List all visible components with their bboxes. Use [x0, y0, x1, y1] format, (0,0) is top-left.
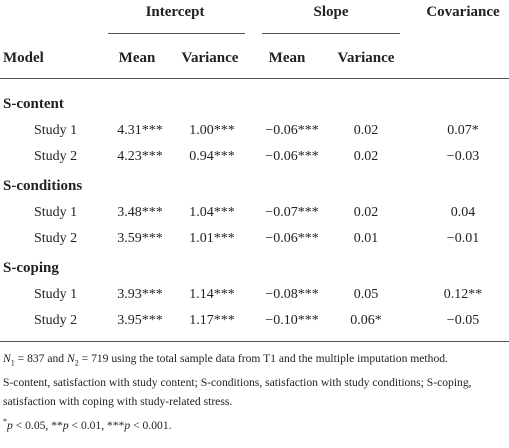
cell: −0.07***: [265, 205, 319, 220]
cell: 0.06*: [350, 313, 382, 328]
note-part: p: [124, 418, 131, 432]
note: *p < 0.05, **p < 0.01, ***p < 0.001.: [3, 412, 506, 435]
group-header: Slope: [313, 4, 349, 20]
row-label: Study 2: [34, 149, 78, 164]
cell: 1.17***: [189, 313, 235, 328]
cell: 0.05: [353, 287, 379, 302]
note: S-content, satisfaction with study conte…: [3, 375, 472, 409]
row-label: Study 1: [34, 287, 78, 302]
section-label: S-conditions: [3, 178, 83, 194]
column-header: Mean: [268, 50, 306, 66]
section-label: S-content: [3, 96, 64, 112]
cell: 0.02: [353, 123, 379, 138]
cell: −0.05: [446, 313, 480, 328]
row-label: Study 2: [34, 231, 78, 246]
cell: 3.93***: [117, 287, 163, 302]
cell: 3.95***: [117, 313, 163, 328]
cell: 0.94***: [189, 149, 235, 164]
cell: 0.02: [353, 149, 379, 164]
cell: 0.07*: [447, 123, 479, 138]
column-header: Variance: [337, 50, 395, 66]
cell: 0.04: [450, 205, 476, 220]
row-label: Study 1: [34, 205, 78, 220]
cell: 4.31***: [117, 123, 163, 138]
note-part: 1: [10, 358, 15, 368]
note-part: p: [62, 418, 69, 432]
header-rule: [0, 78, 509, 79]
section-label: S-coping: [3, 260, 59, 276]
cell: 3.48***: [117, 205, 163, 220]
cell: 1.00***: [189, 123, 235, 138]
note-part: < 0.01, ***: [68, 418, 125, 432]
cell: −0.03: [446, 149, 480, 164]
cell: 1.14***: [189, 287, 235, 302]
cell: 0.02: [353, 205, 379, 220]
note-part: N: [3, 352, 11, 365]
row-label: Study 1: [34, 123, 78, 138]
cell: 0.12**: [443, 287, 483, 302]
note-part: *: [3, 416, 7, 426]
group-rule: [108, 33, 245, 34]
note-part: = 719 using the total sample data from T…: [78, 352, 448, 365]
group-header: Covariance: [426, 4, 500, 20]
bottom-rule: [0, 341, 509, 342]
cell: −0.08***: [265, 287, 319, 302]
note: N1 = 837 and N2 = 719 using the total sa…: [3, 349, 506, 373]
group-rule: [262, 33, 400, 34]
table-notes: N1 = 837 and N2 = 719 using the total sa…: [3, 349, 506, 435]
note-part: p: [7, 418, 13, 432]
group-header: Intercept: [145, 4, 205, 20]
cell: −0.06***: [265, 149, 319, 164]
note-part: < 0.001.: [130, 418, 172, 432]
cell: −0.06***: [265, 123, 319, 138]
cell: 1.04***: [189, 205, 235, 220]
note-part: 2: [74, 358, 79, 368]
column-header: Mean: [118, 50, 156, 66]
note-part: < 0.05, **: [12, 418, 63, 432]
cell: −0.01: [446, 231, 480, 246]
cell: 4.23***: [117, 149, 163, 164]
cell: −0.06***: [265, 231, 319, 246]
cell: −0.10***: [265, 313, 319, 328]
cell: 3.59***: [117, 231, 163, 246]
note-part: N: [67, 352, 75, 365]
row-label: Study 2: [34, 313, 78, 328]
note-part: = 837 and: [14, 352, 67, 365]
column-header: Model: [3, 50, 44, 66]
cell: 0.01: [353, 231, 379, 246]
column-header: Variance: [181, 50, 239, 66]
cell: 1.01***: [189, 231, 235, 246]
